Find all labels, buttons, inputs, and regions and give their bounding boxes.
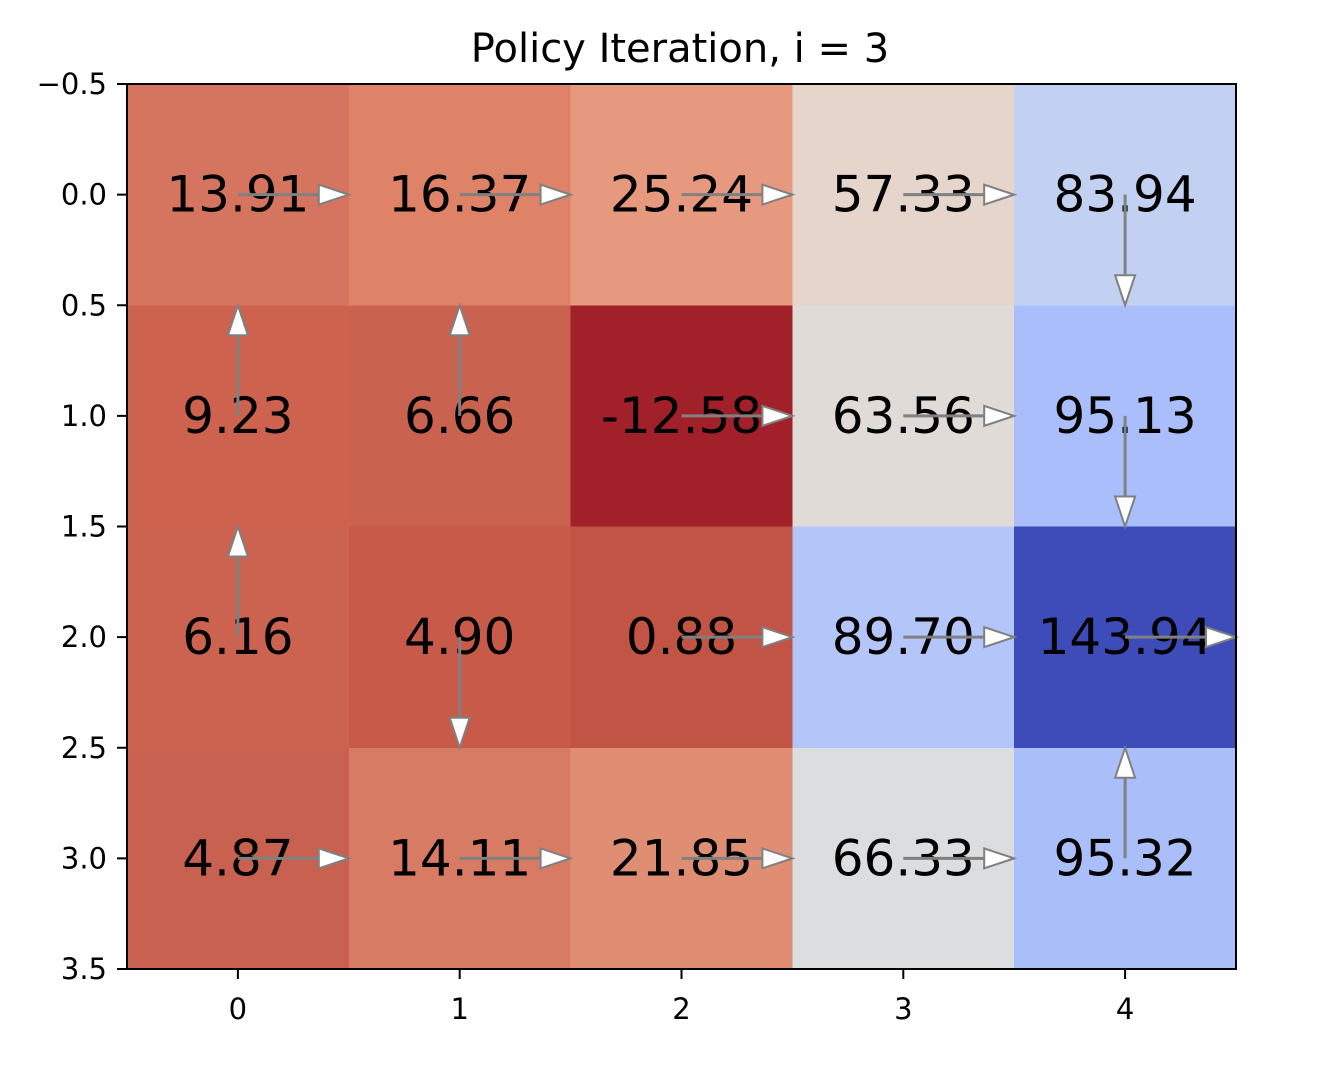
y-tick-label: 1.5: [61, 510, 107, 544]
policy-arrow-right-r0-c1: [459, 183, 574, 207]
x-tick-label: 2: [672, 992, 690, 1026]
y-tick-label: 3.0: [61, 841, 107, 875]
x-axis-ticks: 0 1 2 3 4: [229, 969, 1134, 1026]
policy-arrow-right-r1-c2: [681, 404, 796, 428]
policy-arrow-right-r0-c0: [237, 183, 352, 207]
policy-arrow-right-r3-c2: [681, 846, 796, 870]
x-tick-label: 3: [894, 992, 912, 1026]
y-tick-label: 2.0: [61, 620, 107, 654]
policy-arrow-up-r2-c0: [226, 523, 250, 638]
y-tick-label: 0.5: [61, 288, 107, 322]
policy-arrow-down-r2-c1: [448, 637, 472, 751]
chart-title: Policy Iteration, i = 3: [471, 26, 889, 72]
policy-arrow-up-r1-c0: [226, 302, 250, 416]
x-tick-label: 0: [229, 992, 247, 1026]
y-tick-label: −0.5: [37, 67, 107, 101]
y-tick-label: 0.0: [61, 178, 107, 212]
policy-arrow-right-r2-c2: [681, 625, 796, 649]
y-axis-ticks: −0.5 0.0 0.5 1.0 1.5 2.0 2.5 3.0 3.5: [37, 67, 127, 986]
policy-arrow-down-r0-c4: [1113, 194, 1137, 309]
policy-arrow-right-r2-c3: [903, 625, 1018, 649]
policy-arrow-up-r1-c1: [448, 302, 472, 416]
policy-arrow-right-r3-c3: [903, 846, 1018, 870]
policy-arrow-right-r0-c3: [903, 183, 1018, 207]
y-tick-label: 1.0: [61, 399, 107, 433]
y-tick-label: 3.5: [61, 952, 107, 986]
policy-arrows: [226, 183, 1240, 870]
policy-arrow-right-r3-c1: [459, 846, 574, 870]
policy-arrow-up-r3-c4: [1113, 744, 1137, 859]
policy-arrow-right-r1-c3: [903, 404, 1018, 428]
policy-arrow-right-r3-c0: [237, 846, 352, 870]
policy-arrow-right-r0-c2: [681, 183, 796, 207]
policy-arrow-down-r1-c4: [1113, 415, 1137, 530]
policy-arrow-right-r2-c4: [1125, 625, 1240, 649]
y-tick-label: 2.5: [61, 731, 107, 765]
x-tick-label: 4: [1116, 992, 1134, 1026]
x-tick-label: 1: [450, 992, 468, 1026]
